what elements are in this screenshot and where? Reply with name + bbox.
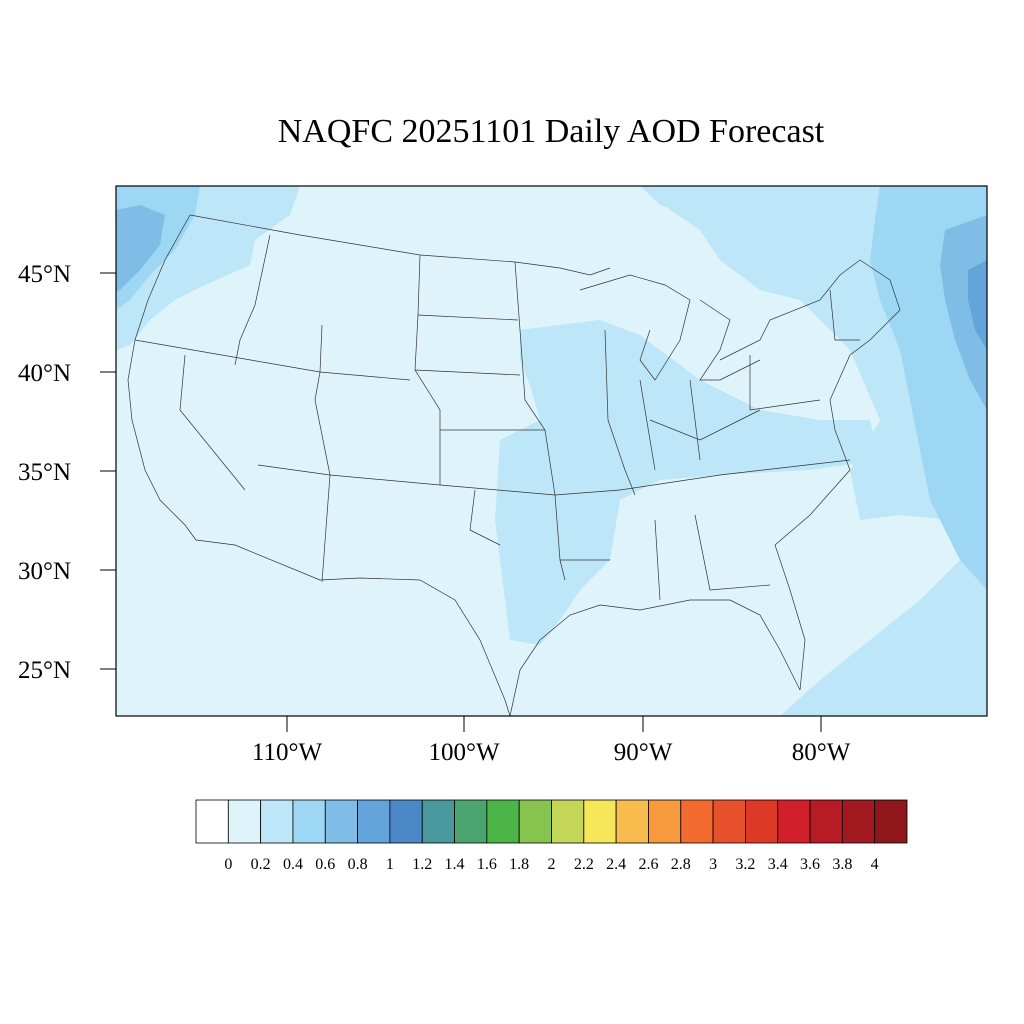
- map-title: NAQFC 20251101 Daily AOD Forecast: [278, 113, 825, 150]
- colorbar-swatch: [454, 799, 488, 844]
- colorbar-label: 2.6: [638, 856, 658, 873]
- colorbar-swatch: [195, 799, 229, 844]
- colorbar-swatch: [357, 799, 391, 844]
- colorbar-swatch: [518, 799, 552, 844]
- lon-label: 100°W: [428, 739, 499, 766]
- colorbar-label: 0.4: [283, 856, 303, 873]
- lon-ticks: [286, 716, 822, 732]
- state-boundaries: [127, 214, 901, 716]
- lon-label: 110°W: [252, 739, 323, 766]
- colorbar-swatch: [486, 799, 520, 844]
- colorbar-swatch: [421, 799, 455, 844]
- aod-band-southeast: [640, 186, 720, 215]
- lat-label: 30°N: [18, 558, 71, 585]
- colorbar-swatch: [745, 799, 779, 844]
- colorbar-swatch: [227, 799, 262, 844]
- colorbar-swatch: [292, 799, 326, 844]
- lat-label: 25°N: [18, 657, 71, 684]
- aod-band-atlantic-peak: [968, 260, 987, 350]
- colorbar-swatch: [809, 799, 843, 844]
- colorbar-swatch: [874, 799, 908, 844]
- colorbar-swatch: [324, 799, 358, 844]
- lat-ticks: [100, 272, 116, 670]
- colorbar-label: 1.4: [445, 856, 465, 873]
- colorbar-label: 3.8: [832, 856, 852, 873]
- colorbar-label: 3.6: [800, 856, 820, 873]
- colorbar-swatch: [551, 799, 585, 844]
- colorbar-swatch: [712, 799, 746, 844]
- aod-contours: [116, 186, 987, 716]
- colorbar-swatch: [389, 799, 423, 844]
- map-border: [115, 185, 988, 717]
- lat-label: 40°N: [18, 360, 71, 387]
- colorbar-label: 0.6: [315, 856, 335, 873]
- lon-labels: 110°W 100°W 90°W 80°W: [252, 739, 851, 766]
- colorbar-label: 3.2: [735, 856, 755, 873]
- colorbar-swatch: [680, 799, 714, 844]
- colorbar-label: 0: [224, 856, 232, 873]
- colorbar: 0 0.2 0.4 0.6 0.8 1 1.2 1.4 1.6 1.8 2 2.2 2.4 2.6 2.8 3…: [195, 799, 908, 873]
- colorbar-swatch: [777, 799, 811, 844]
- lon-label: 90°W: [614, 739, 673, 766]
- aod-band-atlantic-core: [940, 215, 987, 410]
- lon-label: 80°W: [792, 739, 851, 766]
- colorbar-label: 1.6: [477, 856, 497, 873]
- colorbar-label: 1: [386, 856, 394, 873]
- colorbar-label: 4: [871, 856, 879, 873]
- colorbar-swatch: [615, 799, 649, 844]
- colorbar-label: 2: [548, 856, 556, 873]
- aod-band-plains: [495, 320, 880, 645]
- colorbar-swatch: [583, 799, 617, 844]
- colorbar-swatch: [648, 799, 682, 844]
- colorbar-label: 2.8: [671, 856, 691, 873]
- colorbar-label: 0.2: [251, 856, 271, 873]
- colorbar-label: 2.4: [606, 856, 626, 873]
- lat-labels: 45°N 40°N 35°N 30°N 25°N: [18, 261, 71, 684]
- colorbar-label: 1.8: [509, 856, 529, 873]
- lat-label: 45°N: [18, 261, 71, 288]
- colorbar-label: 2.2: [574, 856, 594, 873]
- lat-label: 35°N: [18, 459, 71, 486]
- map-frame: [116, 186, 987, 716]
- aod-band-northwest-core: [116, 205, 165, 292]
- colorbar-label: 0.8: [348, 856, 368, 873]
- colorbar-label: 1.2: [412, 856, 432, 873]
- colorbar-swatch: [841, 799, 876, 844]
- colorbar-label: 3.4: [768, 856, 788, 873]
- colorbar-label: 3: [709, 856, 717, 873]
- colorbar-swatch: [260, 799, 294, 844]
